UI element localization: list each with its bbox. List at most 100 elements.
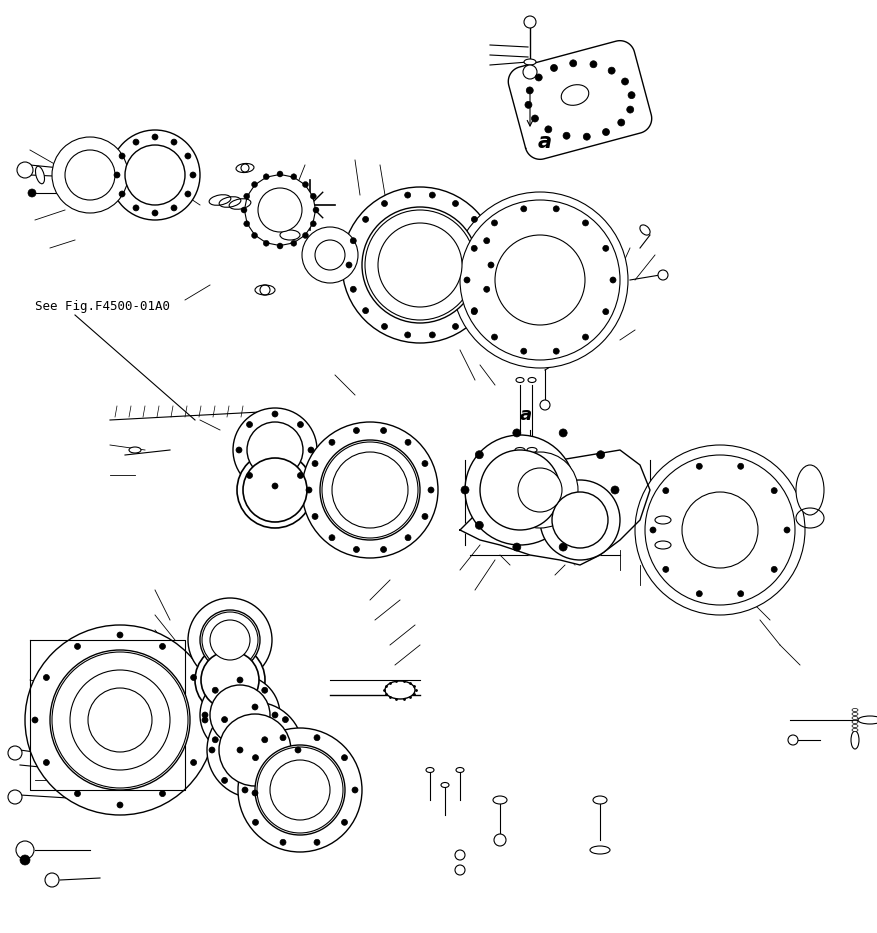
Circle shape bbox=[475, 522, 483, 529]
Circle shape bbox=[247, 422, 303, 478]
Circle shape bbox=[350, 286, 356, 292]
Ellipse shape bbox=[385, 681, 415, 699]
Circle shape bbox=[428, 487, 434, 493]
Circle shape bbox=[282, 777, 289, 784]
Circle shape bbox=[272, 483, 278, 489]
Circle shape bbox=[314, 840, 320, 845]
Ellipse shape bbox=[35, 166, 45, 184]
Circle shape bbox=[72, 672, 168, 768]
Circle shape bbox=[667, 477, 773, 583]
Circle shape bbox=[663, 566, 669, 572]
Circle shape bbox=[302, 422, 438, 558]
Ellipse shape bbox=[426, 768, 434, 773]
Circle shape bbox=[202, 717, 208, 723]
Circle shape bbox=[531, 115, 538, 122]
Circle shape bbox=[381, 201, 388, 206]
Circle shape bbox=[525, 102, 532, 108]
Circle shape bbox=[488, 262, 494, 268]
Circle shape bbox=[430, 332, 435, 338]
Ellipse shape bbox=[590, 846, 610, 854]
Circle shape bbox=[160, 644, 166, 649]
Ellipse shape bbox=[858, 716, 877, 724]
Circle shape bbox=[117, 802, 123, 808]
Circle shape bbox=[471, 245, 477, 251]
Circle shape bbox=[472, 308, 477, 313]
Circle shape bbox=[353, 547, 360, 552]
Circle shape bbox=[484, 238, 489, 244]
Circle shape bbox=[258, 188, 302, 232]
Circle shape bbox=[628, 91, 635, 99]
Ellipse shape bbox=[655, 541, 671, 549]
Circle shape bbox=[244, 193, 250, 200]
Circle shape bbox=[242, 787, 248, 793]
Circle shape bbox=[461, 486, 469, 494]
Circle shape bbox=[237, 747, 243, 753]
Circle shape bbox=[233, 408, 317, 492]
Circle shape bbox=[114, 172, 120, 178]
Circle shape bbox=[341, 755, 347, 760]
Circle shape bbox=[552, 492, 608, 548]
Circle shape bbox=[201, 651, 259, 709]
Circle shape bbox=[222, 777, 228, 784]
Circle shape bbox=[237, 452, 313, 528]
Circle shape bbox=[471, 309, 477, 314]
Circle shape bbox=[570, 60, 577, 67]
Circle shape bbox=[195, 645, 265, 715]
Circle shape bbox=[322, 442, 418, 538]
Circle shape bbox=[65, 150, 115, 200]
Circle shape bbox=[590, 61, 597, 68]
Circle shape bbox=[526, 87, 533, 94]
Circle shape bbox=[332, 452, 408, 528]
Circle shape bbox=[460, 200, 620, 360]
Circle shape bbox=[465, 435, 575, 545]
Circle shape bbox=[650, 527, 656, 533]
Circle shape bbox=[484, 286, 489, 292]
Circle shape bbox=[422, 461, 428, 466]
Circle shape bbox=[502, 452, 578, 528]
Circle shape bbox=[696, 464, 702, 469]
Ellipse shape bbox=[852, 725, 858, 728]
Circle shape bbox=[645, 455, 795, 605]
Circle shape bbox=[430, 192, 435, 198]
Circle shape bbox=[252, 182, 258, 188]
Circle shape bbox=[171, 139, 177, 146]
Circle shape bbox=[297, 422, 303, 427]
Circle shape bbox=[308, 447, 314, 453]
Circle shape bbox=[222, 717, 228, 722]
Circle shape bbox=[560, 543, 567, 551]
Circle shape bbox=[244, 221, 250, 227]
Circle shape bbox=[50, 650, 190, 790]
Polygon shape bbox=[460, 450, 650, 565]
Circle shape bbox=[297, 472, 303, 479]
Circle shape bbox=[75, 644, 81, 649]
Circle shape bbox=[310, 193, 317, 200]
Circle shape bbox=[521, 348, 527, 355]
Ellipse shape bbox=[129, 447, 141, 453]
Circle shape bbox=[202, 712, 208, 718]
Circle shape bbox=[352, 787, 358, 793]
Ellipse shape bbox=[852, 729, 858, 731]
Circle shape bbox=[252, 704, 258, 710]
Circle shape bbox=[460, 200, 620, 360]
Circle shape bbox=[119, 153, 125, 159]
Circle shape bbox=[200, 610, 260, 670]
Circle shape bbox=[43, 675, 49, 680]
Circle shape bbox=[295, 747, 301, 753]
Circle shape bbox=[453, 324, 459, 329]
Circle shape bbox=[245, 175, 315, 245]
Circle shape bbox=[253, 819, 259, 826]
Circle shape bbox=[495, 235, 585, 325]
Text: a: a bbox=[520, 406, 532, 424]
Circle shape bbox=[553, 348, 560, 355]
Circle shape bbox=[696, 591, 702, 597]
Polygon shape bbox=[30, 640, 185, 790]
Circle shape bbox=[280, 734, 286, 741]
Circle shape bbox=[494, 834, 506, 846]
Circle shape bbox=[315, 240, 345, 270]
Circle shape bbox=[261, 737, 267, 743]
Circle shape bbox=[523, 65, 537, 79]
Circle shape bbox=[346, 262, 352, 268]
Circle shape bbox=[378, 223, 462, 307]
Circle shape bbox=[125, 145, 185, 205]
Ellipse shape bbox=[516, 378, 524, 383]
